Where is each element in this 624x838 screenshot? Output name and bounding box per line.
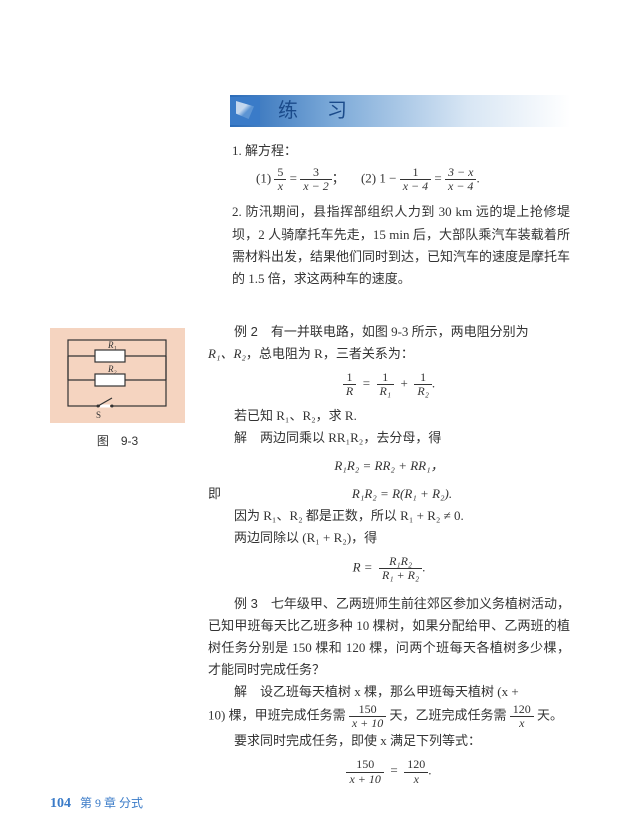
header-title: 练 习: [278, 94, 359, 128]
example-2-eq2: R₁R₂ = RR₂ + RR₁，: [208, 455, 570, 477]
page-number: 104: [50, 796, 71, 811]
svg-text:R₂: R₂: [107, 364, 117, 374]
example-3-line2: 要求同时完成任务，即使 x 满足下列等式：: [208, 730, 570, 752]
example-2-line4: 因为 R₁、R₂ 都是正数，所以 R₁ + R₂ ≠ 0.: [208, 505, 570, 527]
svg-text:S: S: [96, 410, 101, 420]
problem-2: 2. 防汛期间，县指挥部组织人力到 30 km 远的堤上抢修堤坝，2 人骑摩托车…: [232, 201, 570, 289]
example-2-intro: 例 2 有一并联电路，如图 9-3 所示，两电阻分别为: [208, 321, 570, 343]
page-footer: 104 第 9 章 分式: [50, 792, 143, 816]
circuit-diagram: R₁ R₂ S: [50, 328, 185, 423]
example-3-eq: 150x + 10 = 120x.: [208, 758, 570, 785]
header-icon: [230, 97, 260, 125]
example-2-eq4: R = R₁R₂R₁ + R₂.: [208, 555, 570, 582]
figure-caption: 图 9-3: [50, 431, 185, 451]
figure-9-3: R₁ R₂ S 图 9-3: [50, 328, 185, 451]
exercise-content: 1. 解方程： (1) 5x = 3x − 2； (2) 1 − 1x − 4 …: [232, 140, 570, 294]
svg-text:R₁: R₁: [107, 340, 117, 350]
example-3-intro: 例 3 七年级甲、乙两班师生前往郊区参加义务植树活动，已知甲班每天比乙班多种 1…: [208, 593, 570, 681]
example-2-sol-line1: 解 两边同乘以 RR₁R₂，去分母，得: [208, 427, 570, 449]
eq1b-label: (2) 1 −: [361, 171, 397, 186]
example-3-sol-line1a: 解 设乙班每天植树 x 棵，那么甲班每天植树 (x +: [208, 681, 570, 703]
example-3-sol-line1b: 10) 棵，甲班完成任务需 150x + 10 天，乙班完成任务需 120x 天…: [208, 703, 570, 730]
example-2-eq3-row: 即 R₁R₂ = R(R₁ + R₂).: [208, 483, 570, 505]
exercise-header: 练 习: [230, 95, 570, 127]
example-2-given: 若已知 R₁、R₂，求 R.: [208, 405, 570, 427]
chapter-label: 第 9 章 分式: [80, 796, 143, 810]
example-2-eq1: 1R = 1R₁ + 1R₂.: [208, 371, 570, 398]
example-2-line5: 两边同除以 (R₁ + R₂)，得: [208, 527, 570, 549]
example-2-intro-2: R₁、R₂，总电阻为 R，三者关系为：: [208, 343, 570, 365]
problem-1-equations: (1) 5x = 3x − 2； (2) 1 − 1x − 4 = 3 − xx…: [256, 166, 570, 193]
problem-1-label: 1. 解方程：: [232, 140, 570, 162]
examples-section: 例 2 有一并联电路，如图 9-3 所示，两电阻分别为 R₁、R₂，总电阻为 R…: [208, 321, 570, 792]
eq1a-label: (1): [256, 171, 271, 186]
